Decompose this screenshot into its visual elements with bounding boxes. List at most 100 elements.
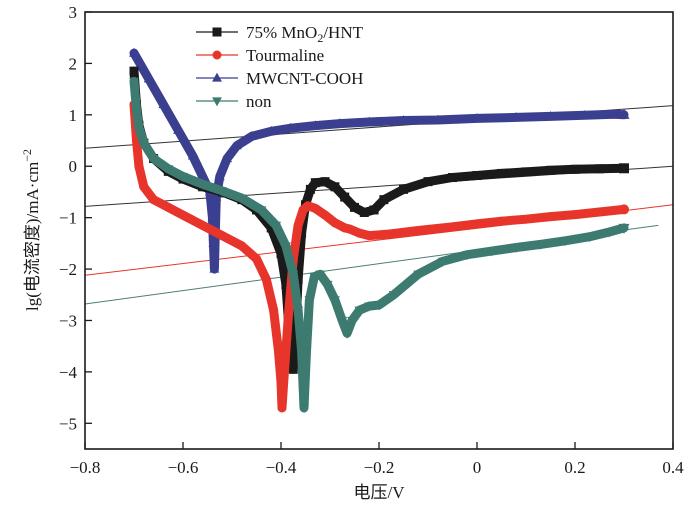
data-point [595,207,604,217]
data-point [231,140,242,150]
data-point [369,205,379,215]
data-point [217,231,227,241]
data-point [546,165,555,175]
data-point [266,223,276,233]
data-point [214,171,225,181]
data-point [379,195,389,205]
y-tick-label: −4 [59,363,78,382]
data-point [279,367,289,377]
data-point [256,206,267,216]
data-point [285,122,296,132]
data-point [472,170,482,180]
legend-item: MWCNT-COOH [196,69,363,88]
data-point [288,270,299,280]
data-point [497,168,506,178]
data-point [511,243,522,253]
data-point [330,182,340,192]
data-point [304,296,315,306]
data-point [134,161,144,171]
data-point [297,228,307,238]
legend-item: 75% MnO2/HNT [196,23,364,45]
data-point [584,233,595,243]
data-point [330,218,340,228]
data-point [535,240,546,250]
series-tourmaline [129,100,629,413]
y-tick-label: −3 [59,311,77,330]
data-point [293,220,303,230]
x-tick-label: 0 [473,458,482,477]
data-point [299,404,309,414]
data-point [222,153,233,163]
x-tick-label: 0.4 [662,458,684,477]
data-point [472,113,482,123]
data-point [280,242,291,252]
data-point [579,109,590,119]
data-point [334,118,345,128]
data-point [350,202,359,212]
data-point [271,221,282,231]
data-point [347,316,357,326]
data-point [131,106,142,116]
data-point [281,279,291,289]
data-point [287,351,297,361]
data-point [359,208,369,218]
y-tick-label: −1 [59,209,77,228]
data-series [129,47,630,414]
data-point [322,280,333,290]
data-point [315,270,326,280]
data-point [546,212,555,222]
data-point [560,237,571,247]
y-axis-ticks: 3 2 1 0 −1 −2 −3 −4 −5 [59,3,92,433]
data-point [129,47,139,57]
data-point [521,214,531,224]
data-point [521,167,531,177]
data-point [139,182,149,192]
x-tick-label: −0.8 [70,458,101,477]
data-point [545,110,556,120]
legend-marker-triangle-up-icon [212,72,222,82]
series-end-marker [619,163,629,174]
data-point [364,302,375,312]
series-end-marker [618,223,630,234]
data-point [305,184,315,194]
data-point [432,114,443,124]
data-point [129,66,139,76]
series-non [129,76,630,414]
legend-label-post: /HNT [323,23,363,42]
data-point [266,125,277,135]
data-point [595,164,604,174]
legend-marker-square-icon [212,27,222,37]
data-point [252,254,261,264]
data-point [320,177,330,187]
data-point [345,224,355,234]
data-point [472,219,482,229]
legend-label-pre: 75% MnO [246,23,317,42]
series-end-marker [619,204,629,215]
data-point [374,301,384,311]
data-point [276,249,286,259]
data-point [198,220,208,230]
data-point [246,131,257,141]
data-point [398,115,409,125]
data-point [570,164,580,174]
data-point [609,108,620,118]
data-point [133,124,144,134]
data-point [340,192,350,202]
legend-item: non [196,92,272,111]
y-tick-label: −5 [59,414,77,433]
data-point [277,403,287,413]
data-point [178,172,188,182]
data-point [384,229,394,239]
data-point [437,257,448,267]
data-point [486,247,497,257]
data-point [149,195,159,205]
data-point [274,346,284,356]
data-point [511,111,522,121]
series-line [129,100,629,413]
data-point [208,237,219,247]
data-point [173,124,184,134]
data-point [303,201,313,211]
legend-label-sub: 2 [317,31,323,45]
